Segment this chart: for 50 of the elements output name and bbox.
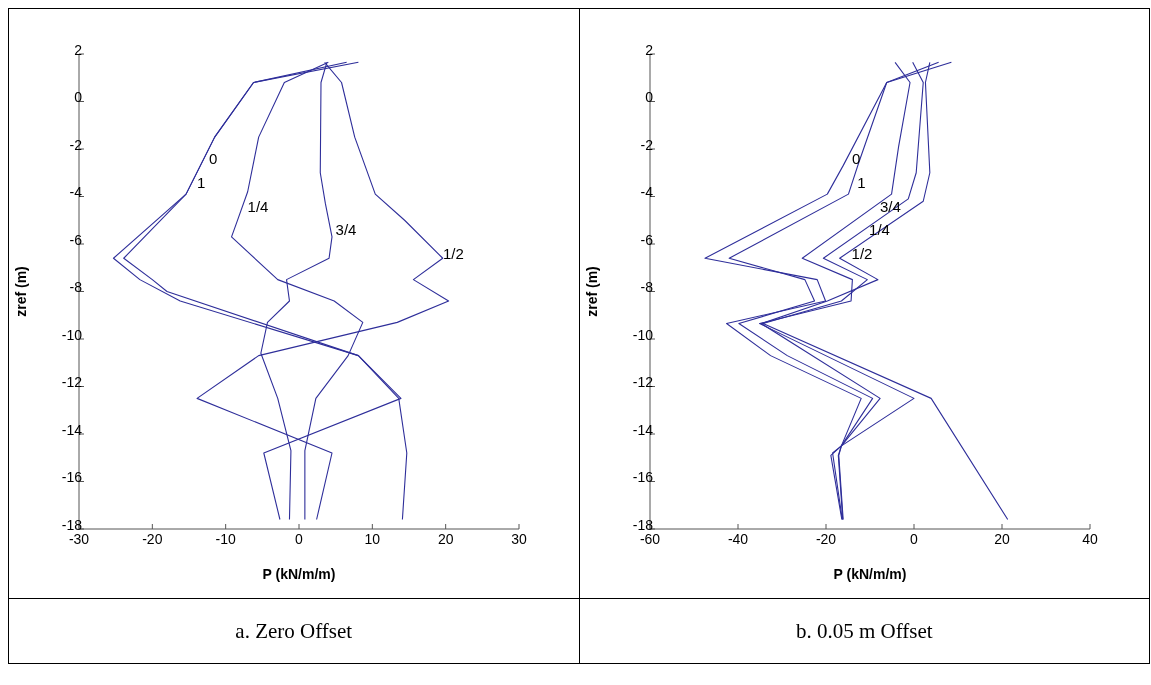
y-tick-label: -8 bbox=[640, 279, 653, 296]
y-tick-label: -16 bbox=[632, 469, 653, 486]
x-tick-label: -60 bbox=[639, 530, 660, 547]
y-tick-label: -14 bbox=[61, 421, 83, 438]
series-label: 0 bbox=[208, 150, 218, 167]
y-tick-label: 2 bbox=[74, 41, 83, 58]
y-tick-label: -6 bbox=[69, 231, 83, 248]
y-tick-label: -8 bbox=[69, 279, 83, 296]
x-tick-label: -10 bbox=[215, 530, 236, 547]
y-tick-label: -6 bbox=[640, 231, 653, 248]
series-label: 1 bbox=[197, 173, 206, 191]
y-tick-label: -2 bbox=[640, 136, 653, 153]
y-axis-title: zref (m) bbox=[12, 266, 29, 317]
series-label: 3/4 bbox=[879, 197, 901, 215]
y-tick-label: -4 bbox=[640, 184, 653, 201]
y-tick-label: -10 bbox=[632, 326, 653, 343]
x-tick-label: 20 bbox=[993, 530, 1010, 547]
x-axis-title: P (kN/m/m) bbox=[833, 566, 906, 582]
x-tick-label: -20 bbox=[815, 530, 836, 547]
y-axis-title: zref (m) bbox=[583, 266, 600, 317]
y-tick-label: -12 bbox=[61, 374, 83, 391]
x-tick-label: -40 bbox=[727, 530, 748, 547]
x-tick-label: 10 bbox=[364, 530, 381, 547]
y-tick-label: 2 bbox=[644, 41, 653, 58]
x-tick-label: -20 bbox=[142, 530, 163, 547]
series-label: 0 bbox=[851, 150, 860, 167]
y-tick-label: -4 bbox=[69, 184, 83, 201]
series-label: 3/4 bbox=[335, 221, 357, 239]
y-tick-label: -16 bbox=[61, 469, 83, 486]
text: a. Zero Offset bbox=[234, 617, 354, 645]
x-tick-label: 20 bbox=[437, 530, 454, 547]
series-label: 1/2 bbox=[851, 245, 872, 262]
y-tick-label: -18 bbox=[61, 516, 83, 533]
y-tick-label: -12 bbox=[632, 374, 653, 391]
y-tick-label: -10 bbox=[61, 326, 83, 343]
x-tick-label: 40 bbox=[1081, 530, 1098, 547]
x-tick-label: 0 bbox=[295, 530, 304, 547]
series-label: 1/4 bbox=[247, 197, 269, 215]
series-label: 1/2 bbox=[442, 245, 464, 262]
series-label: 1 bbox=[856, 173, 866, 191]
x-tick-label: -30 bbox=[68, 530, 90, 547]
y-tick-label: 0 bbox=[74, 89, 83, 106]
x-axis-title: P (kN/m/m) bbox=[262, 566, 336, 582]
y-tick-label: -18 bbox=[632, 516, 653, 533]
y-tick-label: 0 bbox=[644, 89, 653, 106]
text: b. 0.05 m Offset bbox=[794, 617, 934, 645]
x-tick-label: 0 bbox=[909, 530, 918, 547]
y-tick-label: -14 bbox=[632, 421, 653, 438]
y-tick-label: -2 bbox=[69, 136, 83, 153]
x-tick-label: 30 bbox=[511, 530, 527, 547]
